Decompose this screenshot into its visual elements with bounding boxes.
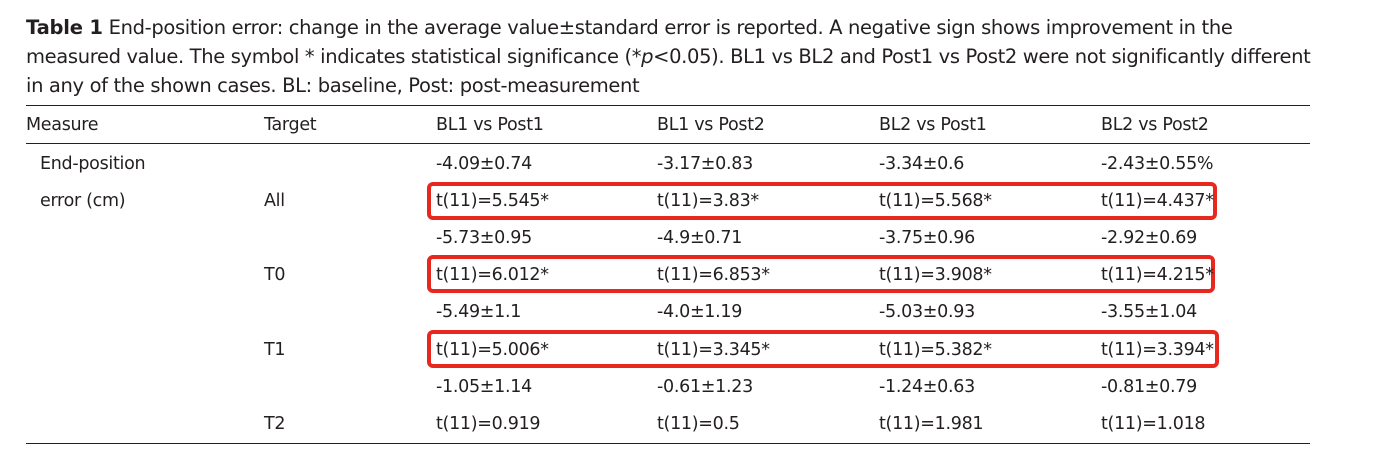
cell-mean: -3.55±1.04: [1101, 302, 1197, 322]
cell-mean: -5.03±0.93: [879, 302, 975, 322]
cell-mean: -5.49±1.1: [436, 302, 522, 322]
cell-mean: -2.92±0.69: [1101, 228, 1197, 248]
cell-t-stat: t(11)=3.394*: [1101, 340, 1214, 360]
cell-mean: -4.0±1.19: [657, 302, 743, 322]
target-label: T0: [264, 265, 286, 285]
caption-italic-p: p: [641, 45, 654, 68]
cell-t-stat: t(11)=0.919: [436, 414, 541, 434]
cell-mean: -1.05±1.14: [436, 377, 532, 397]
cell-mean: -3.75±0.96: [879, 228, 975, 248]
cell-t-stat: t(11)=6.853*: [657, 265, 770, 285]
target-label: T1: [264, 340, 286, 360]
cell-mean: -3.34±0.6: [879, 154, 965, 174]
cell-mean: -4.09±0.74: [436, 154, 532, 174]
cell-t-stat: t(11)=3.908*: [879, 265, 992, 285]
cell-t-stat: t(11)=4.215*: [1101, 265, 1214, 285]
cell-t-stat: t(11)=0.5: [657, 414, 740, 434]
caption-text-1: End-position error: change in the averag…: [26, 16, 1233, 68]
measure-label-line1: End-position: [40, 154, 146, 174]
highlight-box-all: [427, 182, 1217, 220]
top-rule: [26, 105, 1310, 106]
cell-mean: -0.61±1.23: [657, 377, 753, 397]
target-label: All: [264, 191, 285, 211]
header-bl1-vs-post2: BL1 vs Post2: [657, 115, 765, 135]
target-label: T2: [264, 414, 286, 434]
cell-t-stat: t(11)=3.345*: [657, 340, 770, 360]
cell-t-stat: t(11)=5.545*: [436, 191, 549, 211]
cell-t-stat: t(11)=1.018: [1101, 414, 1206, 434]
cell-t-stat: t(11)=3.83*: [657, 191, 759, 211]
cell-mean: -3.17±0.83: [657, 154, 753, 174]
header-bl1-vs-post1: BL1 vs Post1: [436, 115, 544, 135]
cell-t-stat: t(11)=5.006*: [436, 340, 549, 360]
header-bl2-vs-post1: BL2 vs Post1: [879, 115, 987, 135]
bottom-rule: [26, 443, 1310, 444]
measure-label-line2: error (cm): [40, 191, 126, 211]
cell-mean: -2.43±0.55%: [1101, 154, 1214, 174]
caption-text-2: <0.05). BL1 vs BL2 and Post1 vs Post2 we…: [26, 45, 1311, 97]
table-label: Table 1: [26, 16, 103, 39]
cell-mean: -0.81±0.79: [1101, 377, 1197, 397]
cell-t-stat: t(11)=6.012*: [436, 265, 549, 285]
header-target: Target: [264, 115, 317, 135]
header-rule: [26, 143, 1310, 144]
table-caption: Table 1 End-position error: change in th…: [26, 13, 1326, 100]
cell-mean: -1.24±0.63: [879, 377, 975, 397]
cell-t-stat: t(11)=1.981: [879, 414, 984, 434]
header-bl2-vs-post2: BL2 vs Post2: [1101, 115, 1209, 135]
highlight-box-t0: [427, 255, 1215, 293]
cell-mean: -4.9±0.71: [657, 228, 743, 248]
cell-t-stat: t(11)=5.382*: [879, 340, 992, 360]
cell-mean: -5.73±0.95: [436, 228, 532, 248]
cell-t-stat: t(11)=5.568*: [879, 191, 992, 211]
header-measure: Measure: [26, 115, 99, 135]
highlight-box-t1: [427, 330, 1219, 368]
cell-t-stat: t(11)=4.437*: [1101, 191, 1214, 211]
